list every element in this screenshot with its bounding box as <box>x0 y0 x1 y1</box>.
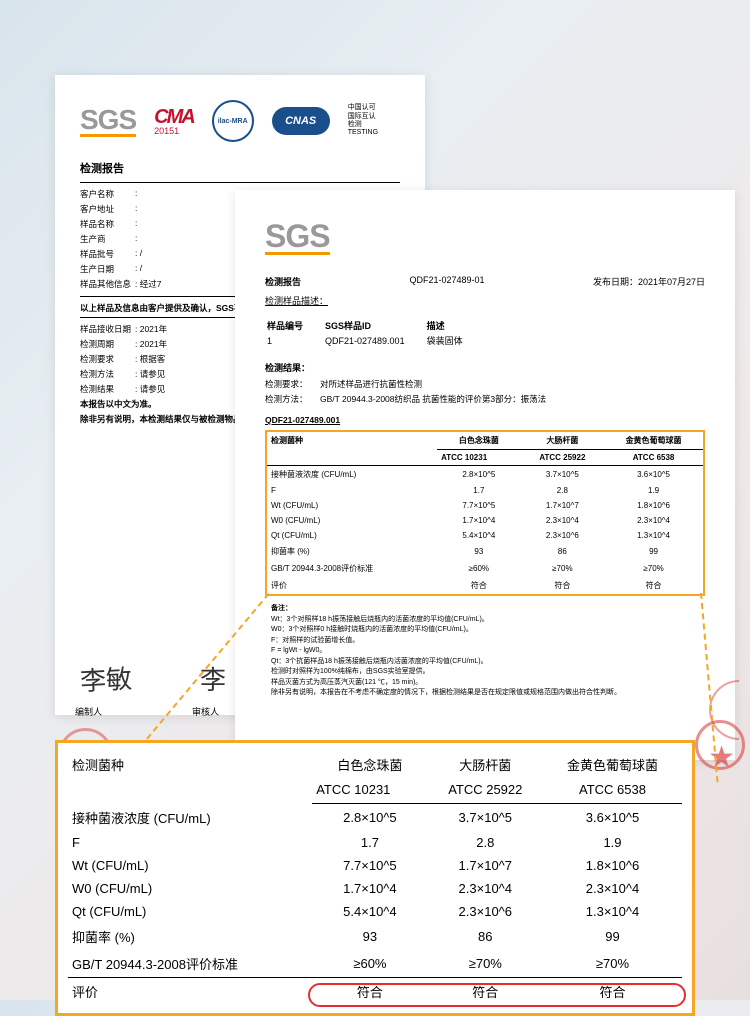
sample-hdr-1: SGS样品ID <box>325 319 425 332</box>
cma-logo: CMA 20151 <box>154 106 194 136</box>
col1-atcc: ATCC 25922 <box>521 450 605 466</box>
table-row: 评价符合符合符合 <box>267 577 703 594</box>
data-table-highlight-box: 检测菌种 白色念珠菌 大肠杆菌 金黄色葡萄球菌 ATCC 10231 ATCC … <box>265 430 705 596</box>
report-page-2: SGS 检测报告 QDF21-027489-01 发布日期：2021年07月27… <box>235 190 735 760</box>
sample-val-1: QDF21-027489.001 <box>325 334 425 347</box>
table-row: 抑菌率 (%)938699 <box>68 923 682 950</box>
zoomed-data-table: 检测菌种 白色念珠菌 大肠杆菌 金黄色葡萄球菌 ATCC 10231 ATCC … <box>68 751 682 1005</box>
col0-name: 白色念珠菌 <box>437 432 521 450</box>
footnote-line: 除非另有说明，本报告在不考虑不确定度的情况下，根据检测结果是否在规定限值或规格范… <box>271 688 699 699</box>
zoomed-table-panel: 检测菌种 白色念珠菌 大肠杆菌 金黄色葡萄球菌 ATCC 10231 ATCC … <box>55 740 695 1016</box>
footnote-line: Qt：3个抗菌样品18 h振荡接触后烧瓶内活菌浓度的平均值(CFU/mL)。 <box>271 657 699 668</box>
table-row: 评价符合符合符合 <box>68 977 682 1005</box>
col1-name: 大肠杆菌 <box>521 432 605 450</box>
footnotes: 备注： Wt：3个对照样18 h振荡接触后烧瓶内的活菌浓度的平均值(CFU/mL… <box>265 604 705 699</box>
notes-label: 备注： <box>271 605 292 612</box>
z-hdr-species: 检测菌种 <box>68 751 312 804</box>
table-row: Qt (CFU/mL)5.4×10^42.3×10^61.3×10^4 <box>267 528 703 543</box>
footnote-line: F = lgWt - lgW0。 <box>271 646 699 657</box>
z-col2-name: 金黄色葡萄球菌 <box>543 751 682 778</box>
footnote-line: Wt：3个对照样18 h振荡接触后烧瓶内的活菌浓度的平均值(CFU/mL)。 <box>271 615 699 626</box>
sample-val-2: 袋装固体 <box>427 334 483 347</box>
table-row: F1.72.81.9 <box>267 483 703 498</box>
signature-1: 李敏 <box>79 659 133 699</box>
result-title: 检测结果： <box>265 361 705 374</box>
table-row: W0 (CFU/mL)1.7×10^42.3×10^42.3×10^4 <box>267 513 703 528</box>
table-row: GB/T 20944.3-2008评价标准≥60%≥70%≥70% <box>267 560 703 577</box>
sample-val-0: 1 <box>267 334 323 347</box>
col2-atcc: ATCC 6538 <box>604 450 703 466</box>
sample-desc-label: 检测样品描述： <box>265 294 705 307</box>
table-row: 抑菌率 (%)938699 <box>267 543 703 560</box>
signer2-label: 审核人 <box>192 705 219 718</box>
logo-row: SGS CMA 20151 ilac-MRA CNAS 中国认可 国际互认 检测… <box>80 100 400 142</box>
sgs-logo: SGS <box>80 106 136 137</box>
footnote-line: F：对照样的试验菌增长值。 <box>271 636 699 647</box>
hdr-species: 检测菌种 <box>267 432 437 466</box>
footnote-line: 检测时对照样为100%纯棉布，由SGS实验室提供。 <box>271 667 699 678</box>
antibacterial-data-table: 检测菌种 白色念珠菌 大肠杆菌 金黄色葡萄球菌 ATCC 10231 ATCC … <box>267 432 703 594</box>
ilac-logo: ilac-MRA <box>212 100 254 142</box>
test-method: 检测方法： GB/T 20944.3-2008纺织品 抗菌性能的评价第3部分：振… <box>265 393 705 405</box>
signer-labels: 编制人 审核人 <box>75 705 219 718</box>
sample-info-table: 样品编号 SGS样品ID 描述 1 QDF21-027489.001 袋装固体 <box>265 317 485 349</box>
table-row: F1.72.81.9 <box>68 831 682 854</box>
table-sample-id: QDF21-027489.001 <box>265 415 705 425</box>
z-col0-atcc: ATCC 10231 <box>312 778 427 804</box>
z-col2-atcc: ATCC 6538 <box>543 778 682 804</box>
col2-name: 金黄色葡萄球菌 <box>604 432 703 450</box>
footnote-line: W0：3个对照样0 h接触时烧瓶内的活菌浓度的平均值(CFU/mL)。 <box>271 625 699 636</box>
report-number: QDF21-027489-01 <box>409 275 484 288</box>
sample-hdr-2: 描述 <box>427 319 483 332</box>
red-star-icon: ★ <box>708 740 735 775</box>
signer1-label: 编制人 <box>75 705 102 718</box>
p2-header-row: 检测报告 QDF21-027489-01 发布日期：2021年07月27日 <box>265 275 705 288</box>
cn-accreditation-text: 中国认可 国际互认 检测 TESTING <box>348 104 378 138</box>
signature-2: 李 <box>200 660 226 697</box>
p2-title: 检测报告 <box>265 275 301 288</box>
table-row: Qt (CFU/mL)5.4×10^42.3×10^61.3×10^4 <box>68 900 682 923</box>
cnas-logo: CNAS <box>272 107 330 135</box>
table-row: Wt (CFU/mL)7.7×10^51.7×10^71.8×10^6 <box>68 854 682 877</box>
table-row: 接种菌液浓度 (CFU/mL)2.8×10^53.7×10^53.6×10^5 <box>267 466 703 484</box>
sample-hdr-0: 样品编号 <box>267 319 323 332</box>
issue-date: 发布日期：2021年07月27日 <box>593 275 705 288</box>
table-row: 接种菌液浓度 (CFU/mL)2.8×10^53.7×10^53.6×10^5 <box>68 804 682 831</box>
table-row: GB/T 20944.3-2008评价标准≥60%≥70%≥70% <box>68 950 682 978</box>
footnote-line: 样品灭菌方式为高压蒸汽灭菌(121 ℃，15 min)。 <box>271 678 699 689</box>
z-col1-name: 大肠杆菌 <box>428 751 543 778</box>
z-col0-name: 白色念珠菌 <box>312 751 427 778</box>
sgs-logo-p2: SGS <box>265 220 330 255</box>
table-row: W0 (CFU/mL)1.7×10^42.3×10^42.3×10^4 <box>68 877 682 900</box>
table-row: Wt (CFU/mL)7.7×10^51.7×10^71.8×10^6 <box>267 498 703 513</box>
z-col1-atcc: ATCC 25922 <box>428 778 543 804</box>
p1-title: 检测报告 <box>80 160 400 176</box>
test-requirement: 检测要求： 对所述样品进行抗菌性检测 <box>265 378 705 390</box>
col0-atcc: ATCC 10231 <box>437 450 521 466</box>
